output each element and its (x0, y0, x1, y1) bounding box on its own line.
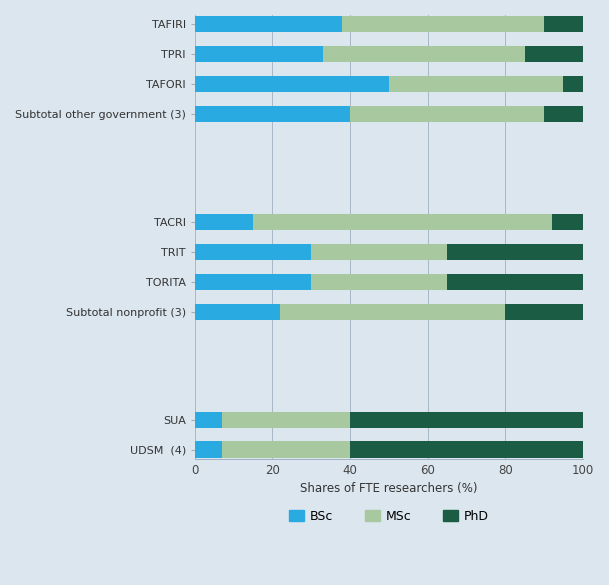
Bar (350, 106, 544, 122)
Bar (303, 0, 505, 2)
Bar (350, 442, 583, 458)
Bar (323, 46, 525, 62)
Bar (505, 0, 583, 2)
Bar (544, 16, 583, 32)
Bar (195, 304, 280, 320)
Bar (195, 243, 311, 260)
Bar (195, 411, 222, 428)
Bar (552, 214, 583, 230)
Bar (350, 411, 583, 428)
Bar (195, 46, 323, 62)
Bar (222, 472, 350, 488)
Bar (447, 274, 583, 290)
Bar (280, 304, 505, 320)
Bar (195, 442, 222, 458)
Bar (447, 243, 583, 260)
Bar (311, 274, 447, 290)
Bar (195, 472, 222, 488)
Bar (195, 274, 311, 290)
Bar (311, 243, 447, 260)
Bar (222, 442, 350, 458)
Bar (525, 46, 583, 62)
Bar (195, 0, 303, 2)
Bar (342, 16, 544, 32)
Bar (253, 214, 552, 230)
Bar (505, 304, 583, 320)
Bar (389, 75, 563, 92)
Bar (350, 472, 583, 488)
Bar (195, 214, 253, 230)
Legend: BSc, MSc, PhD: BSc, MSc, PhD (284, 505, 494, 528)
Bar (563, 75, 583, 92)
Bar (544, 106, 583, 122)
X-axis label: Shares of FTE researchers (%): Shares of FTE researchers (%) (300, 482, 477, 495)
Bar (195, 16, 342, 32)
Bar (195, 75, 389, 92)
Bar (195, 106, 350, 122)
Bar (222, 411, 350, 428)
